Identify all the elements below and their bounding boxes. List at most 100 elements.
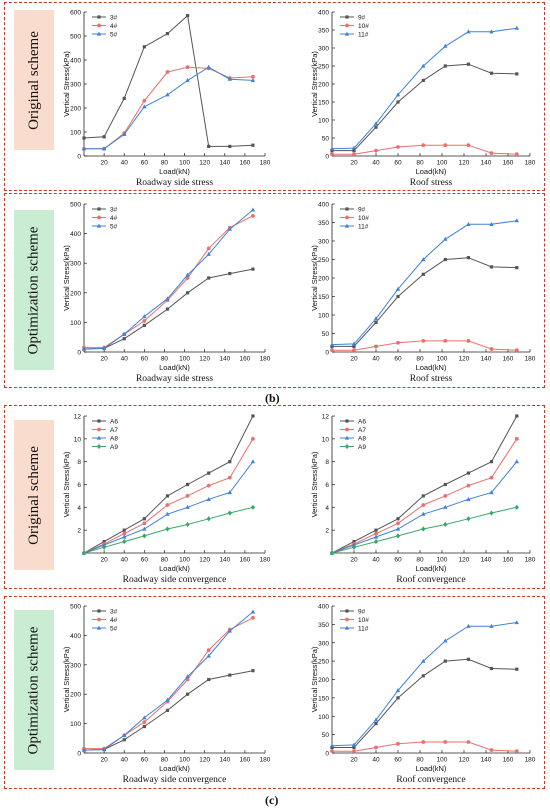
- y-tick-label: 500: [70, 34, 81, 41]
- data-point: [82, 136, 86, 140]
- data-point: [373, 538, 379, 545]
- y-tick-label: 6: [77, 482, 81, 489]
- data-point: [185, 494, 190, 498]
- scheme-label-c-optimization: Optimization scheme: [14, 610, 54, 770]
- x-tick-label: 60: [394, 356, 402, 363]
- legend: 3#4# 5#: [92, 609, 118, 633]
- x-tick-label: 100: [437, 356, 448, 363]
- legend-label: 10#: [358, 617, 369, 624]
- data-point: [396, 741, 400, 746]
- data-point: [466, 471, 470, 475]
- y-tick-label: 400: [318, 604, 329, 611]
- data-point: [250, 207, 256, 212]
- data-point: [466, 657, 470, 661]
- x-tick-label: 120: [459, 757, 470, 764]
- data-point: [345, 419, 349, 423]
- x-tick-label: 60: [141, 160, 149, 167]
- data-point: [122, 528, 126, 532]
- data-point: [207, 677, 211, 682]
- data-point: [443, 494, 448, 498]
- x-tick-label: 100: [437, 160, 448, 167]
- x-tick-label: 100: [179, 356, 190, 363]
- data-point: [165, 296, 170, 301]
- x-tick-label: 20: [350, 757, 358, 764]
- y-tick-label: 100: [70, 721, 81, 728]
- data-point: [515, 72, 519, 76]
- data-point: [251, 669, 255, 673]
- x-tick-label: 40: [372, 356, 380, 363]
- x-tick-label: 120: [459, 557, 470, 564]
- data-point: [165, 32, 170, 36]
- x-tick-label: 120: [459, 356, 470, 363]
- data-point: [514, 620, 519, 625]
- legend: 9#10# 11#: [340, 207, 369, 231]
- y-tick-label: 100: [318, 714, 329, 721]
- y-tick-label: 150: [318, 294, 329, 301]
- data-point: [81, 747, 87, 752]
- legend-label: 10#: [358, 215, 369, 222]
- data-point: [142, 724, 146, 729]
- data-point: [489, 623, 494, 628]
- series-5-hash: [81, 207, 256, 351]
- y-tick-label: 50: [322, 331, 330, 338]
- data-point: [165, 708, 170, 712]
- data-point: [227, 628, 233, 633]
- data-point: [515, 266, 519, 270]
- data-point: [421, 339, 426, 343]
- data-point: [352, 149, 356, 153]
- y-tick-label: 400: [318, 202, 329, 209]
- y-tick-label: 12: [322, 414, 330, 421]
- panel-b-optimization: [4, 193, 545, 388]
- data-point: [101, 146, 107, 151]
- x-tick-label: 180: [260, 557, 271, 564]
- data-point: [374, 320, 378, 324]
- data-point: [515, 667, 519, 671]
- legend-label: A7: [110, 427, 118, 434]
- chart-caption: Roadway side stress: [136, 178, 213, 188]
- x-tick-label: 140: [481, 757, 492, 764]
- data-point: [351, 544, 357, 550]
- legend-label: 3#: [110, 207, 118, 214]
- data-point: [396, 340, 400, 345]
- y-tick-label: 200: [70, 692, 81, 699]
- x-tick-label: 20: [350, 557, 358, 564]
- data-point: [165, 697, 170, 702]
- series-A8: [329, 459, 519, 555]
- data-point: [96, 435, 102, 440]
- data-point: [142, 533, 147, 539]
- data-point: [421, 740, 426, 744]
- data-point: [421, 511, 426, 516]
- data-point: [207, 144, 211, 148]
- data-point: [185, 65, 190, 70]
- chart-b-original-roof: 0 50 100 150 200 250 300 350 400 20 40 60 80 100 120 14…: [308, 6, 540, 190]
- y-axis-label: Vertical Stress(kPa): [62, 646, 71, 712]
- data-point: [443, 236, 448, 241]
- x-tick-label: 140: [481, 356, 492, 363]
- y-tick-label: 250: [318, 257, 329, 264]
- data-point: [395, 688, 401, 693]
- data-point: [330, 344, 334, 349]
- data-point: [344, 223, 350, 228]
- data-point: [373, 534, 379, 539]
- x-tick-label: 80: [161, 356, 169, 363]
- scheme-text: Optimization scheme: [25, 626, 42, 754]
- data-point: [227, 226, 233, 231]
- data-point: [165, 494, 170, 498]
- y-tick-label: 400: [70, 58, 81, 65]
- data-point: [396, 100, 400, 104]
- legend-label: 4#: [110, 215, 118, 222]
- series-line: [331, 461, 518, 554]
- y-tick-label: 0: [325, 350, 329, 357]
- chart-b-optimization-roof: 0 50 100 150 200 250 300 350 400 20 40 60 80 100 120 14…: [308, 198, 540, 386]
- data-point: [395, 526, 401, 531]
- data-point: [206, 496, 211, 501]
- x-tick-label: 40: [372, 757, 380, 764]
- data-point: [96, 31, 102, 36]
- chart-svg: 0 50 100 150 200 250 300 350 400 20 40 60 80 100 120 14…: [310, 604, 536, 786]
- chart-c-optimization-side: 0 100 200 300 400 500 20 40 60 80 100 120 140 160 180 L…: [60, 600, 275, 787]
- data-point: [489, 510, 494, 516]
- data-point: [489, 151, 494, 156]
- legend: 3#4# 5#: [92, 207, 118, 231]
- data-point: [142, 715, 147, 720]
- data-point: [466, 256, 470, 260]
